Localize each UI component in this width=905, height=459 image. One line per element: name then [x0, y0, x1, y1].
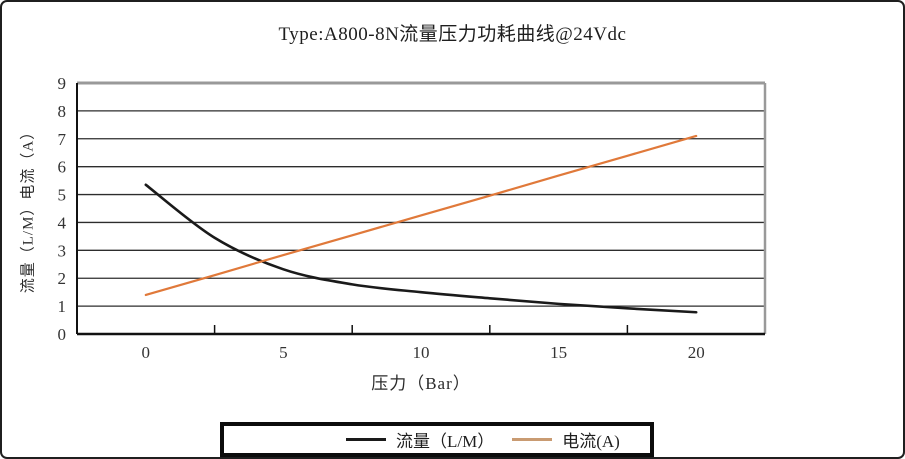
y-tick-label-4: 4: [58, 213, 67, 232]
x-tick-label-0: 0: [142, 343, 151, 362]
x-tick-label-10: 10: [413, 343, 430, 362]
y-tick-label-7: 7: [58, 130, 67, 149]
legend-item-flow: 流量（L/M）: [346, 427, 494, 452]
legend-label-flow: 流量（L/M）: [396, 432, 495, 451]
x-axis-title: 压力（Bar）: [371, 374, 471, 393]
legend-item-current: 电流(A): [512, 427, 620, 452]
chart-legend: 流量（L/M） 电流(A): [220, 422, 654, 457]
y-axis-title: 流量（L/M）电流（A）: [20, 123, 37, 294]
y-tick-label-0: 0: [58, 325, 67, 344]
y-tick-label-8: 8: [58, 102, 67, 121]
x-tick-label-20: 20: [688, 343, 705, 362]
y-tick-label-3: 3: [58, 241, 67, 260]
series-line-1: [144, 134, 698, 297]
x-tick-label-5: 5: [279, 343, 288, 362]
y-tick-label-9: 9: [58, 74, 67, 93]
x-tick-label-15: 15: [550, 343, 567, 362]
y-tick-label-1: 1: [58, 297, 67, 316]
y-tick-label-6: 6: [58, 158, 67, 177]
series-line-0: [144, 183, 698, 314]
chart-title: Type:A800-8N流量压力功耗曲线@24Vdc: [278, 24, 627, 45]
flow-line-swatch: [346, 438, 386, 441]
current-line-swatch: [512, 438, 553, 441]
legend-label-current: 电流(A): [562, 432, 620, 451]
y-tick-label-2: 2: [58, 269, 67, 288]
y-tick-label-5: 5: [58, 186, 67, 205]
